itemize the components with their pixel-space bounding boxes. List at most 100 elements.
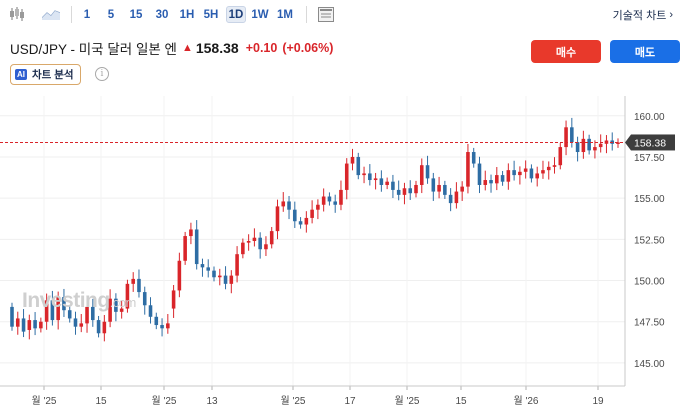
candle-body bbox=[310, 209, 314, 218]
info-icon[interactable]: i bbox=[95, 67, 109, 81]
interval-5m[interactable]: 5 bbox=[107, 8, 115, 21]
candle-body bbox=[356, 156, 361, 176]
candle-body bbox=[471, 152, 476, 164]
candle-body bbox=[217, 275, 222, 278]
candle-body bbox=[235, 254, 239, 276]
tech-chart-link[interactable]: 기술적 차트 › bbox=[613, 7, 673, 23]
candle-body bbox=[512, 170, 516, 176]
candle-body bbox=[287, 201, 291, 210]
layout-icon[interactable] bbox=[315, 5, 337, 23]
candle-body bbox=[206, 267, 211, 271]
candle-body bbox=[293, 209, 297, 222]
candle-body bbox=[264, 244, 268, 250]
interval-1d[interactable]: 1D bbox=[226, 6, 246, 23]
buy-button[interactable]: 매수 bbox=[531, 40, 601, 63]
ai-chart-analysis-button[interactable]: AI 차트 분석 bbox=[10, 64, 81, 85]
price-chart[interactable]: 160.00 157.50 155.00 152.50 150.00 147.50 145.… bbox=[0, 96, 681, 415]
candle-body bbox=[489, 180, 493, 184]
current-price-tag bbox=[631, 134, 675, 151]
instrument-header: USD/JPY - 미국 달러 일본 엔 ▲ 158.38 +0.10 (+0.… bbox=[10, 38, 333, 58]
chevron-right-icon: › bbox=[669, 9, 673, 21]
candle-body bbox=[67, 310, 72, 319]
candle-body bbox=[529, 168, 534, 179]
candle-body bbox=[21, 318, 26, 332]
candle-body bbox=[137, 278, 141, 293]
candle-body bbox=[344, 163, 349, 190]
candle-body bbox=[275, 206, 280, 232]
current-price-tag-pointer bbox=[625, 134, 631, 151]
x-tick-label: 월 '25 bbox=[394, 395, 419, 407]
candle-body bbox=[131, 278, 135, 284]
candle-body bbox=[50, 300, 55, 321]
candle-body bbox=[425, 165, 430, 179]
candle-body bbox=[91, 306, 95, 321]
candle-body bbox=[241, 242, 245, 255]
candle-body bbox=[125, 283, 130, 309]
candle-body bbox=[391, 181, 395, 190]
candle-body bbox=[535, 173, 539, 179]
candle-body bbox=[269, 231, 274, 245]
y-tick-label: 152.50 bbox=[634, 235, 665, 246]
candle-body bbox=[85, 306, 89, 324]
candle-body bbox=[108, 298, 112, 322]
candle-body bbox=[73, 318, 78, 327]
area-icon[interactable] bbox=[40, 5, 62, 23]
x-tick-label: 15 bbox=[95, 396, 107, 407]
y-tick-label: 147.50 bbox=[634, 318, 665, 329]
candle-body bbox=[229, 275, 234, 284]
candle-body bbox=[396, 189, 401, 195]
up-arrow-icon: ▲ bbox=[181, 42, 193, 54]
candlestick-icon[interactable] bbox=[6, 5, 28, 23]
candle-body bbox=[454, 191, 459, 204]
interval-15m[interactable]: 15 bbox=[129, 8, 143, 21]
candle-body bbox=[402, 188, 407, 195]
ai-badge: AI bbox=[15, 69, 27, 80]
y-tick-label: 145.00 bbox=[634, 359, 665, 370]
interval-1h[interactable]: 1H bbox=[179, 8, 195, 21]
candle-body bbox=[246, 241, 251, 243]
candle-body bbox=[593, 147, 597, 151]
candle-body bbox=[15, 318, 20, 327]
candle-body bbox=[33, 320, 37, 329]
current-price-label: 158.38 bbox=[634, 137, 666, 149]
candle-body bbox=[581, 138, 586, 153]
x-tick-label: 19 bbox=[592, 396, 604, 407]
x-tick-label: 월 '25 bbox=[151, 395, 176, 407]
interval-30m[interactable]: 30 bbox=[155, 8, 169, 21]
chart-toolbar: 1 5 15 30 1H 5H 1D 1W 1M 기술적 차트 › bbox=[0, 0, 681, 30]
candle-body bbox=[379, 178, 384, 185]
candle-body bbox=[437, 184, 441, 192]
interval-1m[interactable]: 1 bbox=[83, 8, 91, 21]
interval-1w[interactable]: 1W bbox=[251, 8, 269, 21]
candle-body bbox=[552, 165, 557, 167]
candle-body bbox=[495, 175, 499, 184]
candle-body bbox=[587, 138, 591, 151]
x-tick-label: 월 '26 bbox=[513, 395, 538, 407]
candle-body bbox=[194, 229, 199, 265]
candle-body bbox=[558, 147, 563, 166]
candle-body bbox=[598, 143, 603, 148]
sell-button[interactable]: 매도 bbox=[610, 40, 680, 63]
interval-1mo[interactable]: 1M bbox=[277, 8, 293, 21]
interval-5h[interactable]: 5H bbox=[203, 8, 219, 21]
investing-watermark: Investing.com bbox=[22, 289, 136, 313]
candle-body bbox=[223, 275, 228, 284]
candle-body bbox=[102, 321, 107, 334]
candle-body bbox=[518, 171, 522, 176]
candle-body bbox=[564, 127, 568, 148]
candle-body bbox=[258, 237, 262, 250]
candle-body bbox=[252, 237, 257, 241]
candle-body bbox=[575, 142, 580, 153]
candle-body bbox=[546, 166, 551, 171]
last-price: 158.38 bbox=[195, 40, 239, 56]
price-change: +0.10 bbox=[245, 41, 278, 55]
candle-body bbox=[368, 173, 372, 181]
candle-body bbox=[114, 298, 118, 312]
candle-body bbox=[362, 173, 366, 176]
candle-body bbox=[460, 186, 464, 192]
candle-body bbox=[333, 201, 337, 205]
candle-body bbox=[304, 217, 309, 225]
candle-body bbox=[541, 170, 545, 174]
candle-body bbox=[419, 165, 424, 185]
x-tick-label: 13 bbox=[206, 396, 218, 407]
